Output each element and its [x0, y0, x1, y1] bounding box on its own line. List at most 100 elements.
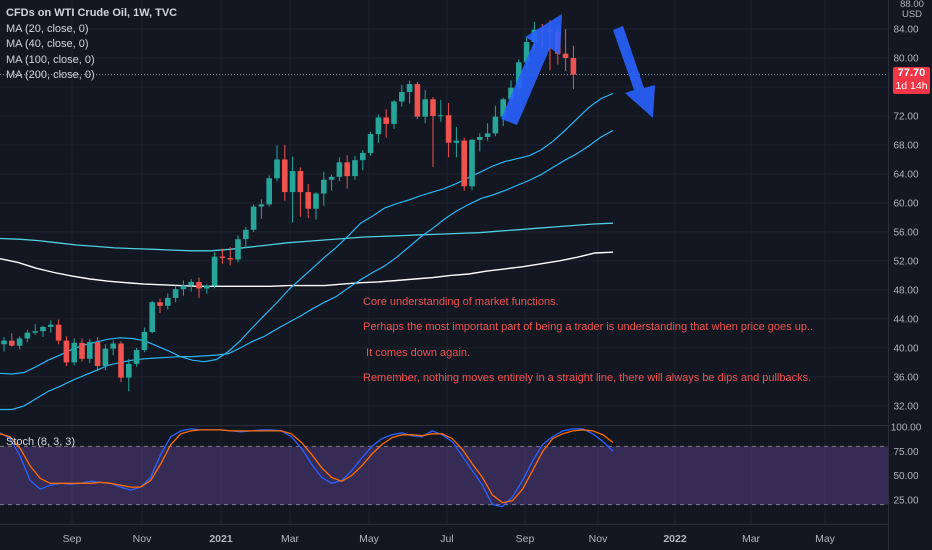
bar-countdown: 1d 14h — [895, 80, 928, 92]
legend-ma100: MA (100, close, 0) — [6, 53, 95, 66]
candle-down — [461, 140, 467, 187]
candle-up — [211, 256, 218, 286]
candle-up — [453, 140, 460, 143]
candle-down — [94, 342, 101, 367]
x-tick-label: 2021 — [209, 533, 233, 545]
ma100-line — [0, 222, 614, 252]
candle-up — [40, 326, 46, 332]
candle-up — [477, 136, 483, 140]
y-tick-label: 80.00 — [893, 53, 918, 64]
candle-down — [63, 340, 70, 363]
y-tick-label: 64.00 — [893, 169, 918, 180]
x-tick-label: May — [359, 533, 380, 545]
y-tick-label: 40.00 — [893, 343, 918, 354]
candle-down — [118, 343, 124, 378]
chart-title: CFDs on WTI Crude Oil, 1W, TVC — [6, 7, 178, 19]
candle-up — [235, 239, 241, 260]
down-arrow — [613, 26, 655, 118]
stoch-band — [0, 445, 888, 506]
candle-down — [305, 192, 311, 209]
candles — [1, 20, 577, 392]
moving-averages — [0, 92, 614, 411]
stoch-tick-label: 75.00 — [893, 447, 918, 458]
x-tick-label: Nov — [589, 533, 608, 545]
candle-up — [438, 115, 444, 117]
candle-up — [500, 99, 506, 117]
candle-up — [165, 297, 171, 306]
candle-up — [406, 84, 413, 93]
candle-down — [562, 53, 569, 58]
x-tick-label: Jul — [440, 533, 453, 545]
y-tick-label: 44.00 — [893, 314, 918, 325]
candle-up — [328, 176, 335, 180]
candle-up — [141, 331, 148, 351]
y-tick-label: 60.00 — [893, 198, 918, 209]
annotation-line-2: Perhaps the most important part of being… — [363, 321, 814, 333]
annotation-line-1: Core understanding of market functions. — [363, 296, 559, 308]
candle-down — [570, 57, 577, 75]
candle-down — [383, 117, 389, 124]
candle-up — [258, 204, 265, 207]
y-tick-label: 52.00 — [893, 256, 918, 267]
ma200-line — [0, 251, 614, 287]
candle-up — [149, 302, 155, 332]
candle-up — [367, 134, 374, 153]
candle-up — [71, 342, 77, 363]
candle-down — [344, 162, 350, 177]
y-tick-label: 48.00 — [893, 285, 918, 296]
y-tick-label: 84.00 — [893, 24, 918, 35]
candle-up — [336, 162, 343, 177]
candle-up — [274, 159, 280, 179]
current-price: 77.70 — [897, 67, 926, 79]
y-tick-label: 56.00 — [893, 227, 918, 238]
candle-up — [126, 363, 132, 378]
candle-up — [391, 101, 397, 124]
stoch-d-line — [0, 429, 614, 504]
ma40-line — [0, 129, 614, 411]
candle-up — [1, 340, 7, 345]
axis-unit-number: 88.00 — [900, 0, 924, 10]
candle-down — [297, 171, 304, 193]
candle-down — [79, 342, 85, 359]
candle-down — [219, 256, 226, 259]
trend-arrows — [501, 14, 655, 125]
x-tick-label: Sep — [516, 533, 535, 545]
stoch-overbought-oversold-band — [0, 446, 888, 505]
candle-down — [227, 258, 233, 260]
chart-legend: CFDs on WTI Crude Oil, 1W, TVC MA (20, c… — [6, 6, 177, 84]
y-tick-label: 68.00 — [893, 140, 918, 151]
legend-ma200: MA (200, close, 0) — [6, 69, 95, 81]
candle-up — [250, 206, 257, 230]
candle-up — [87, 342, 93, 359]
candle-up — [375, 117, 382, 135]
candle-down — [282, 159, 288, 193]
candle-up — [399, 92, 405, 102]
candle-down — [414, 84, 421, 117]
y-tick-label: 32.00 — [893, 401, 918, 412]
candle-down — [9, 340, 15, 346]
candle-up — [352, 160, 358, 177]
x-tick-label: May — [815, 533, 836, 545]
candle-up — [188, 281, 194, 286]
up-arrow — [501, 14, 562, 125]
stoch-tick-label: 25.00 — [893, 495, 918, 506]
candle-up — [422, 99, 428, 117]
annotation-line-4: Remember, nothing moves entirely in a st… — [363, 372, 812, 384]
x-tick-label: 2022 — [663, 533, 687, 545]
current-price-badge: 77.70 1d 14h — [893, 67, 930, 94]
candle-up — [484, 133, 491, 137]
candle-up — [313, 193, 319, 209]
candle-up — [243, 229, 249, 240]
stoch-lines — [0, 428, 614, 508]
legend-ma20: MA (20, close, 0) — [6, 22, 89, 35]
x-tick-label: Mar — [742, 533, 761, 545]
candle-up — [48, 324, 54, 327]
x-tick-label: Nov — [133, 533, 152, 545]
candle-down — [445, 115, 452, 143]
candle-up — [289, 171, 296, 193]
candle-up — [508, 87, 514, 100]
candle-down — [55, 324, 62, 341]
x-tick-label: Sep — [63, 533, 82, 545]
candle-up — [102, 348, 109, 367]
